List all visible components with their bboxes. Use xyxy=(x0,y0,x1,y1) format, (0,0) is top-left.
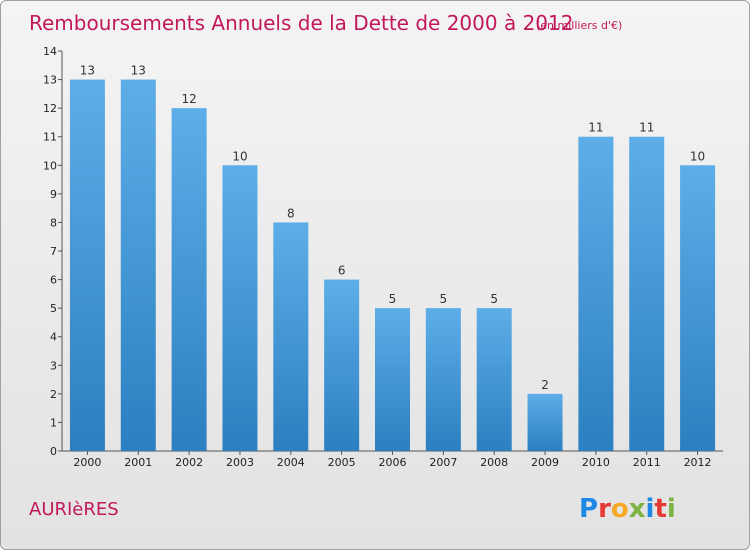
x-tick-label: 2005 xyxy=(328,456,356,469)
data-label: 12 xyxy=(181,92,196,106)
x-tick-label: 2008 xyxy=(480,456,508,469)
logo-letter: o xyxy=(611,494,629,524)
bar xyxy=(629,136,665,451)
data-label: 2 xyxy=(541,378,549,392)
bar xyxy=(527,393,563,451)
y-tick-label: 13 xyxy=(43,74,57,87)
location-name: AURIèRES xyxy=(29,499,119,520)
y-tick-label: 6 xyxy=(50,274,57,287)
bar xyxy=(375,308,410,451)
bar xyxy=(476,308,512,451)
y-tick-label: 0 xyxy=(50,445,57,458)
data-label: 13 xyxy=(80,64,95,78)
data-label: 11 xyxy=(588,121,603,135)
logo-letter: P xyxy=(579,494,598,524)
y-tick-label: 14 xyxy=(43,45,57,58)
bar xyxy=(273,222,309,451)
chart-subtitle: (en milliers d'€) xyxy=(536,19,622,32)
data-label: 10 xyxy=(690,149,705,163)
x-tick-label: 2010 xyxy=(582,456,610,469)
y-tick-label: 1 xyxy=(50,416,57,429)
bar xyxy=(171,108,207,452)
logo-letter: i xyxy=(646,494,655,524)
x-tick-label: 2004 xyxy=(277,456,305,469)
data-label: 11 xyxy=(639,121,654,135)
proxiti-logo: Proxiti xyxy=(579,494,676,524)
logo-letter: r xyxy=(598,494,611,524)
y-tick-label: 11 xyxy=(43,131,57,144)
y-tick-label: 8 xyxy=(50,216,57,229)
y-tick-label: 5 xyxy=(50,302,57,315)
bar xyxy=(120,79,156,452)
bar xyxy=(680,165,716,452)
bar xyxy=(578,136,614,451)
x-tick-label: 2012 xyxy=(684,456,712,469)
x-tick-label: 2011 xyxy=(633,456,661,469)
data-label: 13 xyxy=(131,64,146,78)
chart-title: Remboursements Annuels de la Dette de 20… xyxy=(29,11,573,35)
y-tick-label: 2 xyxy=(50,388,57,401)
bar xyxy=(425,308,461,451)
logo-letter: t xyxy=(654,494,666,524)
data-label: 5 xyxy=(440,292,448,306)
y-tick-label: 3 xyxy=(50,359,57,372)
data-label: 6 xyxy=(338,264,346,278)
x-tick-label: 2001 xyxy=(124,456,152,469)
x-tick-label: 2007 xyxy=(429,456,457,469)
data-label: 5 xyxy=(490,292,498,306)
y-tick-label: 7 xyxy=(50,245,57,258)
y-tick-label: 10 xyxy=(43,159,57,172)
y-tick-label: 4 xyxy=(50,331,57,344)
x-tick-label: 2006 xyxy=(379,456,407,469)
data-label: 8 xyxy=(287,206,295,220)
y-tick-label: 9 xyxy=(50,188,57,201)
data-label: 10 xyxy=(232,149,247,163)
x-tick-label: 2002 xyxy=(175,456,203,469)
bar xyxy=(324,279,360,451)
x-tick-label: 2003 xyxy=(226,456,254,469)
bar xyxy=(69,79,105,452)
logo-letter: x xyxy=(629,494,646,524)
x-tick-label: 2000 xyxy=(73,456,101,469)
bars: 13 13 12 10 8 6 5 5 5 2 11 11 10 xyxy=(69,64,716,452)
bar xyxy=(222,165,258,452)
logo-letter: i xyxy=(667,494,676,524)
x-tick-label: 2009 xyxy=(531,456,559,469)
data-label: 5 xyxy=(389,292,397,306)
y-tick-label: 12 xyxy=(43,102,57,115)
